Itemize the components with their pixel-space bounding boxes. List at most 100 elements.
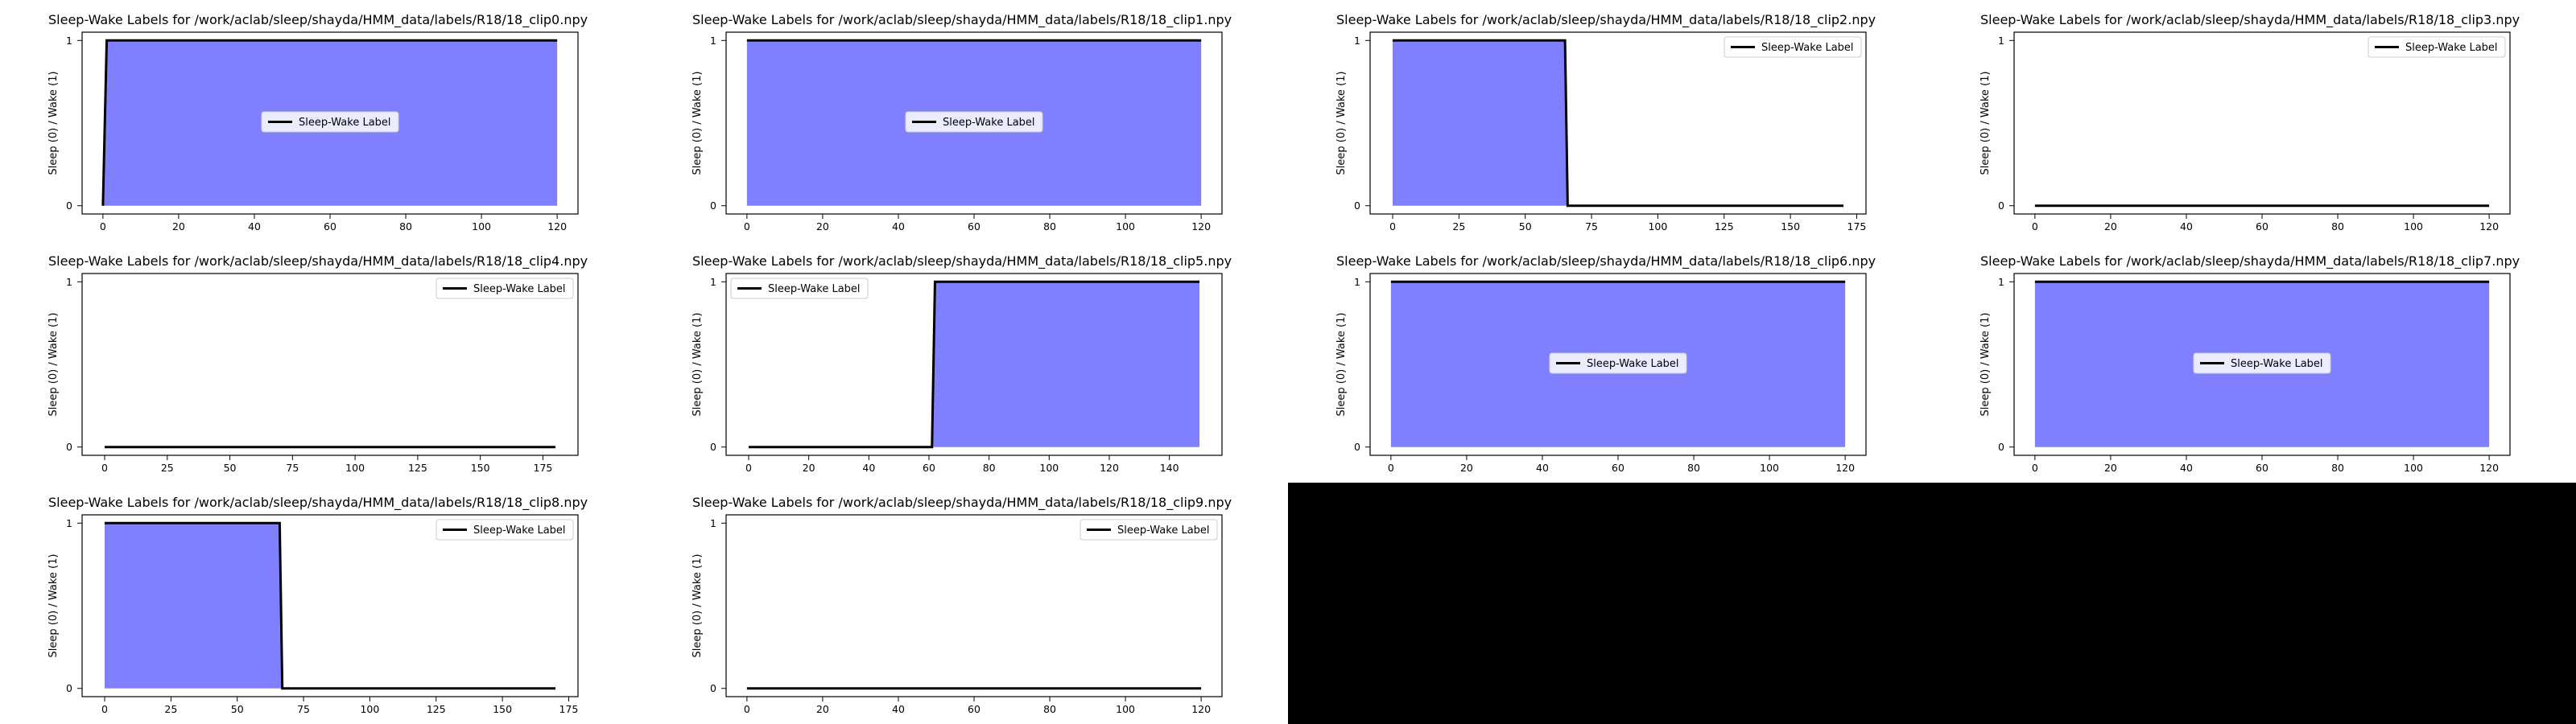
x-tick-label: 0 [101, 462, 108, 474]
subplot-2: Sleep-Wake Labels for /work/aclab/sleep/… [1335, 12, 1876, 232]
y-tick-label: 1 [1998, 276, 2004, 288]
subplot-5: Sleep-Wake Labels for /work/aclab/sleep/… [691, 253, 1232, 474]
y-tick-label: 1 [66, 276, 72, 288]
x-tick-label: 40 [892, 220, 905, 232]
legend-box [436, 278, 574, 299]
axes-frame [1369, 31, 1867, 215]
subplot-3: Sleep-Wake Labels for /work/aclab/sleep/… [1979, 12, 2520, 232]
legend-label: Sleep-Wake Label [768, 283, 861, 295]
x-tick-label: 60 [1612, 462, 1624, 474]
y-axis-label: Sleep (0) / Wake (1) [1979, 313, 1992, 417]
y-axis-label: Sleep (0) / Wake (1) [47, 313, 60, 417]
y-tick-label: 1 [66, 517, 72, 529]
x-tick-label: 40 [2180, 462, 2193, 474]
x-tick-label: 125 [1715, 220, 1734, 232]
chart-title: Sleep-Wake Labels for /work/aclab/sleep/… [1336, 12, 1876, 28]
x-tick-label: 120 [2479, 462, 2499, 474]
x-tick-label: 60 [324, 220, 336, 232]
y-axis-label: Sleep (0) / Wake (1) [47, 554, 60, 658]
y-tick-label: 1 [1998, 35, 2004, 47]
x-tick-label: 20 [803, 462, 815, 474]
legend-box [2193, 352, 2331, 374]
legend-box [1549, 352, 1687, 374]
x-tick-label: 20 [1460, 462, 1473, 474]
x-tick-label: 80 [983, 462, 996, 474]
legend-box [2368, 36, 2506, 58]
chart-title: Sleep-Wake Labels for /work/aclab/sleep/… [48, 253, 588, 269]
legend-label: Sleep-Wake Label [2405, 42, 2498, 54]
y-axis-label: Sleep (0) / Wake (1) [691, 313, 704, 417]
y-tick-label: 0 [1354, 441, 1360, 453]
x-tick-label: 150 [493, 703, 512, 715]
x-tick-label: 20 [172, 220, 185, 232]
y-tick-label: 0 [710, 441, 716, 453]
x-tick-label: 25 [1452, 220, 1465, 232]
x-tick-label: 80 [1043, 703, 1056, 715]
legend-box [261, 111, 399, 133]
legend-box [436, 519, 574, 541]
y-tick-label: 0 [66, 200, 72, 212]
legend-label: Sleep-Wake Label [2231, 358, 2323, 370]
x-tick-label: 60 [2256, 220, 2268, 232]
x-tick-label: 120 [547, 220, 567, 232]
x-tick-label: 175 [534, 462, 553, 474]
x-tick-label: 50 [224, 462, 237, 474]
legend-box [730, 278, 869, 299]
x-tick-label: 100 [472, 220, 491, 232]
x-tick-label: 40 [862, 462, 875, 474]
y-tick-label: 1 [710, 517, 716, 529]
x-tick-label: 150 [471, 462, 490, 474]
axes-frame [81, 273, 579, 456]
legend-label: Sleep-Wake Label [1761, 42, 1854, 54]
y-axis-label: Sleep (0) / Wake (1) [47, 72, 60, 175]
legend-box [1724, 36, 1862, 58]
x-tick-label: 80 [2331, 462, 2344, 474]
axes-frame [725, 514, 1223, 697]
chart-title: Sleep-Wake Labels for /work/aclab/sleep/… [692, 495, 1232, 511]
legend: Sleep-Wake Label [1724, 36, 1862, 58]
legend-label: Sleep-Wake Label [299, 117, 391, 129]
legend-label: Sleep-Wake Label [1587, 358, 1679, 370]
x-tick-label: 120 [1100, 462, 1119, 474]
x-tick-label: 100 [1039, 462, 1059, 474]
y-axis-label: Sleep (0) / Wake (1) [1335, 72, 1348, 175]
x-tick-label: 75 [286, 462, 299, 474]
legend-box [1080, 519, 1218, 541]
x-tick-label: 75 [1585, 220, 1598, 232]
x-tick-label: 80 [399, 220, 412, 232]
x-tick-label: 50 [231, 703, 244, 715]
empty-figure-region [1288, 483, 2576, 724]
x-tick-label: 125 [427, 703, 446, 715]
x-tick-label: 80 [1687, 462, 1700, 474]
x-tick-label: 75 [297, 703, 310, 715]
chart-title: Sleep-Wake Labels for /work/aclab/sleep/… [1336, 253, 1876, 269]
x-tick-label: 100 [2404, 220, 2423, 232]
x-tick-label: 150 [1781, 220, 1800, 232]
x-tick-label: 80 [2331, 220, 2344, 232]
y-axis-label: Sleep (0) / Wake (1) [1979, 72, 1992, 175]
y-axis-label: Sleep (0) / Wake (1) [1335, 313, 1348, 417]
legend: Sleep-Wake Label [2368, 36, 2506, 58]
x-tick-label: 20 [2104, 220, 2117, 232]
x-tick-label: 100 [1116, 703, 1135, 715]
y-tick-label: 1 [66, 35, 72, 47]
x-tick-label: 0 [100, 220, 106, 232]
x-tick-label: 120 [1191, 703, 1211, 715]
x-tick-label: 20 [816, 220, 829, 232]
subplot-1: Sleep-Wake Labels for /work/aclab/sleep/… [691, 12, 1232, 232]
y-tick-label: 0 [710, 200, 716, 212]
x-tick-label: 175 [559, 703, 579, 715]
chart-title: Sleep-Wake Labels for /work/aclab/sleep/… [692, 12, 1232, 28]
y-tick-label: 0 [710, 682, 716, 694]
legend-label: Sleep-Wake Label [1117, 524, 1210, 537]
axes-frame [2013, 31, 2511, 215]
x-tick-label: 120 [2479, 220, 2499, 232]
wake-area [105, 523, 555, 689]
axes-frame [81, 514, 579, 697]
subplot-4: Sleep-Wake Labels for /work/aclab/sleep/… [47, 253, 588, 474]
y-tick-label: 0 [1998, 441, 2004, 453]
legend: Sleep-Wake Label [2193, 352, 2331, 374]
x-tick-label: 20 [816, 703, 829, 715]
legend: Sleep-Wake Label [1080, 519, 1218, 541]
